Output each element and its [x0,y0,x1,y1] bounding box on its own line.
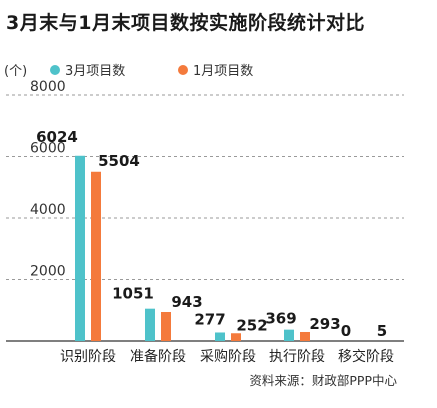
value-label-january-3: 293 [309,315,340,333]
value-label-march-0: 6024 [36,128,78,146]
legend-item-march: 3月项目数 [50,60,125,79]
y-axis-unit-label: (个) [4,64,28,79]
legend-swatch-march [50,64,60,75]
value-label-january-0: 5504 [98,152,140,170]
y-tick-label-6000: 6000 [30,141,66,157]
legend-label-january: 1月项目数 [193,64,254,79]
source-note: 资料来源：财政部PPP中心 [249,373,397,388]
bar-march-3 [284,329,294,341]
y-tick-label-2000: 2000 [30,264,66,280]
value-label-january-2: 252 [236,316,267,334]
value-label-january-4: 5 [377,322,387,340]
bar-january-1 [161,312,171,341]
legend-item-january: 1月项目数 [178,60,253,79]
legend-swatch-january [178,64,188,75]
value-label-march-4: 0 [341,322,351,340]
y-tick-label-8000: 8000 [30,79,66,95]
bar-january-0 [91,171,101,341]
category-label-0: 识别阶段 [60,349,116,365]
legend-label-march: 3月项目数 [65,64,126,79]
bar-march-2 [215,332,225,341]
value-label-january-1: 943 [171,293,202,311]
value-label-march-2: 277 [194,310,225,328]
category-label-2: 采购阶段 [200,349,256,365]
bar-march-1 [145,308,155,341]
value-label-march-1: 1051 [112,285,154,303]
chart-title: 3月末与1月末项目数按实施阶段统计对比 [6,12,365,34]
category-label-4: 移交阶段 [338,348,394,365]
value-label-march-3: 369 [265,310,296,328]
bar-january-3 [300,331,310,341]
category-label-1: 准备阶段 [130,348,186,365]
category-label-3: 执行阶段 [269,349,325,365]
y-tick-label-4000: 4000 [30,202,66,218]
bar-january-2 [231,333,241,341]
bar-march-0 [75,155,85,341]
